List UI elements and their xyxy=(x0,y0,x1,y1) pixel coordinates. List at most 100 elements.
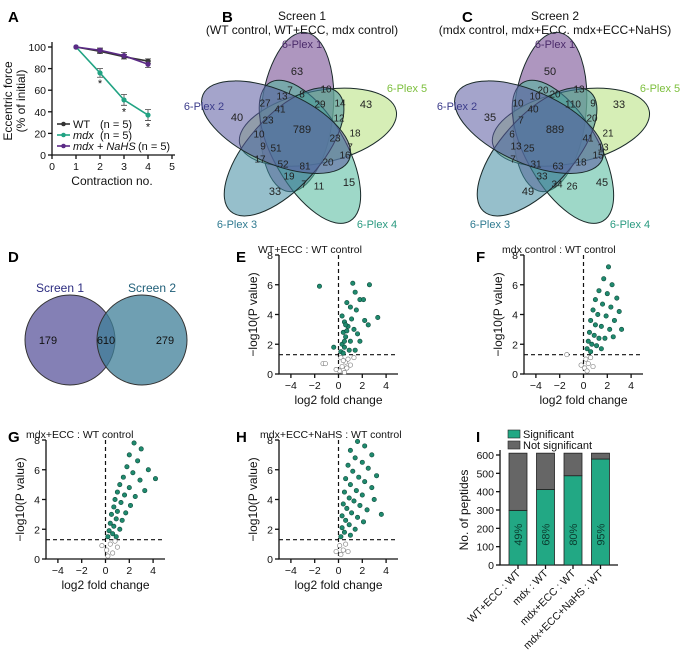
significant-point xyxy=(357,338,363,344)
venn-region-count: 13 xyxy=(510,142,522,153)
significant-point xyxy=(346,495,352,501)
x-axis-label: log2 fold change xyxy=(539,393,627,407)
significant-point xyxy=(605,264,611,270)
significant-point xyxy=(365,465,371,471)
significant-point xyxy=(364,507,370,513)
significant-point xyxy=(339,513,345,519)
y-tick-label: 60 xyxy=(34,85,46,97)
venn-region-count: 18 xyxy=(575,158,587,169)
x-axis-label: log2 fold change xyxy=(294,578,382,592)
nonsignificant-point xyxy=(104,547,110,553)
significant-point xyxy=(132,494,138,500)
legend-marker xyxy=(61,143,66,149)
y-tick-label: 0 xyxy=(40,150,46,162)
plot-title: mdx+ECC+NaHS : WT control xyxy=(260,429,402,441)
significant-point xyxy=(589,341,595,347)
significant-point xyxy=(345,462,351,468)
venn-region-count: 16 xyxy=(339,151,351,162)
significance-star: * xyxy=(146,121,151,133)
x-tick-label: −2 xyxy=(309,565,321,577)
significant-point xyxy=(584,346,590,352)
significant-point xyxy=(603,313,609,319)
y-tick-label: 20 xyxy=(34,128,46,140)
significant-point xyxy=(126,485,132,491)
venn-region-count: 20 xyxy=(586,114,598,125)
significant-point xyxy=(594,343,600,349)
venn-set-label: 6-Plex 3 xyxy=(217,219,257,231)
panel-label-C: C xyxy=(462,9,473,26)
significant-point xyxy=(355,514,361,520)
legend-marker xyxy=(61,121,66,127)
venn-region-count: 23 xyxy=(329,134,341,145)
venn-subtitle: (WT control, WT+ECC, mdx control) xyxy=(206,23,398,37)
significant-point xyxy=(344,328,350,334)
significant-point xyxy=(105,534,111,540)
nonsignificant-point xyxy=(341,370,347,376)
series-line-2 xyxy=(75,46,149,66)
significant-point xyxy=(352,289,358,295)
venn-region-count: 34 xyxy=(551,180,563,191)
y-tick-label: 100 xyxy=(476,542,494,554)
significant-point xyxy=(344,300,350,306)
venn-region-count: 20 xyxy=(537,86,549,97)
nonsignificant-point xyxy=(322,361,328,367)
significant-point xyxy=(591,332,597,338)
venn-region-count: 7 xyxy=(301,180,307,191)
venn-ellipses xyxy=(454,31,651,224)
significant-point xyxy=(152,476,158,482)
nonsignificant-point xyxy=(99,543,105,549)
panel-label-B: B xyxy=(222,9,233,26)
venn-subtitle: (mdx control, mdx+ECC. mdx+ECC+NaHS) xyxy=(439,23,671,37)
venn-region-count: 41 xyxy=(582,134,594,145)
significant-point xyxy=(596,335,602,341)
significant-point xyxy=(344,505,350,511)
legend-label: mdx xyxy=(73,130,94,142)
venn-region-count: 13 xyxy=(597,143,609,154)
x-tick-label: 4 xyxy=(145,161,151,173)
series-line-1 xyxy=(75,46,149,116)
x-tick-label: 4 xyxy=(383,565,389,577)
y-tick-label: 6 xyxy=(267,280,273,292)
legend-n: (n = 5) xyxy=(100,119,132,131)
significant-point xyxy=(360,519,366,525)
nonsignificant-point xyxy=(347,362,353,368)
x-tick-label: 1 xyxy=(73,161,79,173)
significant-point xyxy=(341,489,347,495)
y-tick-label: 2 xyxy=(267,524,273,536)
venn-region-count: 10 xyxy=(529,92,541,103)
legend-label: Significant xyxy=(523,429,574,441)
venn-region-count: 20 xyxy=(549,90,561,101)
venn-set-label: 6-Plex 5 xyxy=(640,83,680,95)
significant-point xyxy=(359,459,365,465)
significant-point xyxy=(614,295,620,301)
significant-point xyxy=(339,313,345,319)
bar-percent-label: 95% xyxy=(596,523,608,545)
significant-point xyxy=(106,528,112,534)
y-axis-label: −log10(P value) xyxy=(246,272,260,356)
significant-point xyxy=(119,517,125,523)
significant-point xyxy=(369,485,375,491)
nonsignificant-point xyxy=(112,538,118,544)
panel-label-G: G xyxy=(8,429,20,446)
significant-point xyxy=(343,322,349,328)
significant-point xyxy=(609,282,615,288)
nonsignificant-point xyxy=(110,550,116,556)
nonsignificant-point xyxy=(343,541,349,547)
y-tick-label: 600 xyxy=(476,450,494,462)
significance-star: * xyxy=(122,106,127,118)
venn-set-label: 6-Plex 4 xyxy=(357,219,397,231)
nonsignificant-point xyxy=(588,355,594,361)
significant-point xyxy=(347,304,353,310)
y-tick-label: 300 xyxy=(476,505,494,517)
x-axis-label: log2 fold change xyxy=(294,393,382,407)
data-point xyxy=(145,61,151,67)
venn-center-count: 789 xyxy=(293,124,311,136)
y-tick-label: 8 xyxy=(512,250,518,262)
venn-region-count: 18 xyxy=(349,129,361,140)
significant-point xyxy=(331,344,337,350)
x-tick-label: −4 xyxy=(285,380,297,392)
venn-set-label: 6-Plex 2 xyxy=(184,101,224,113)
significant-point xyxy=(616,309,622,315)
significant-point xyxy=(604,291,610,297)
